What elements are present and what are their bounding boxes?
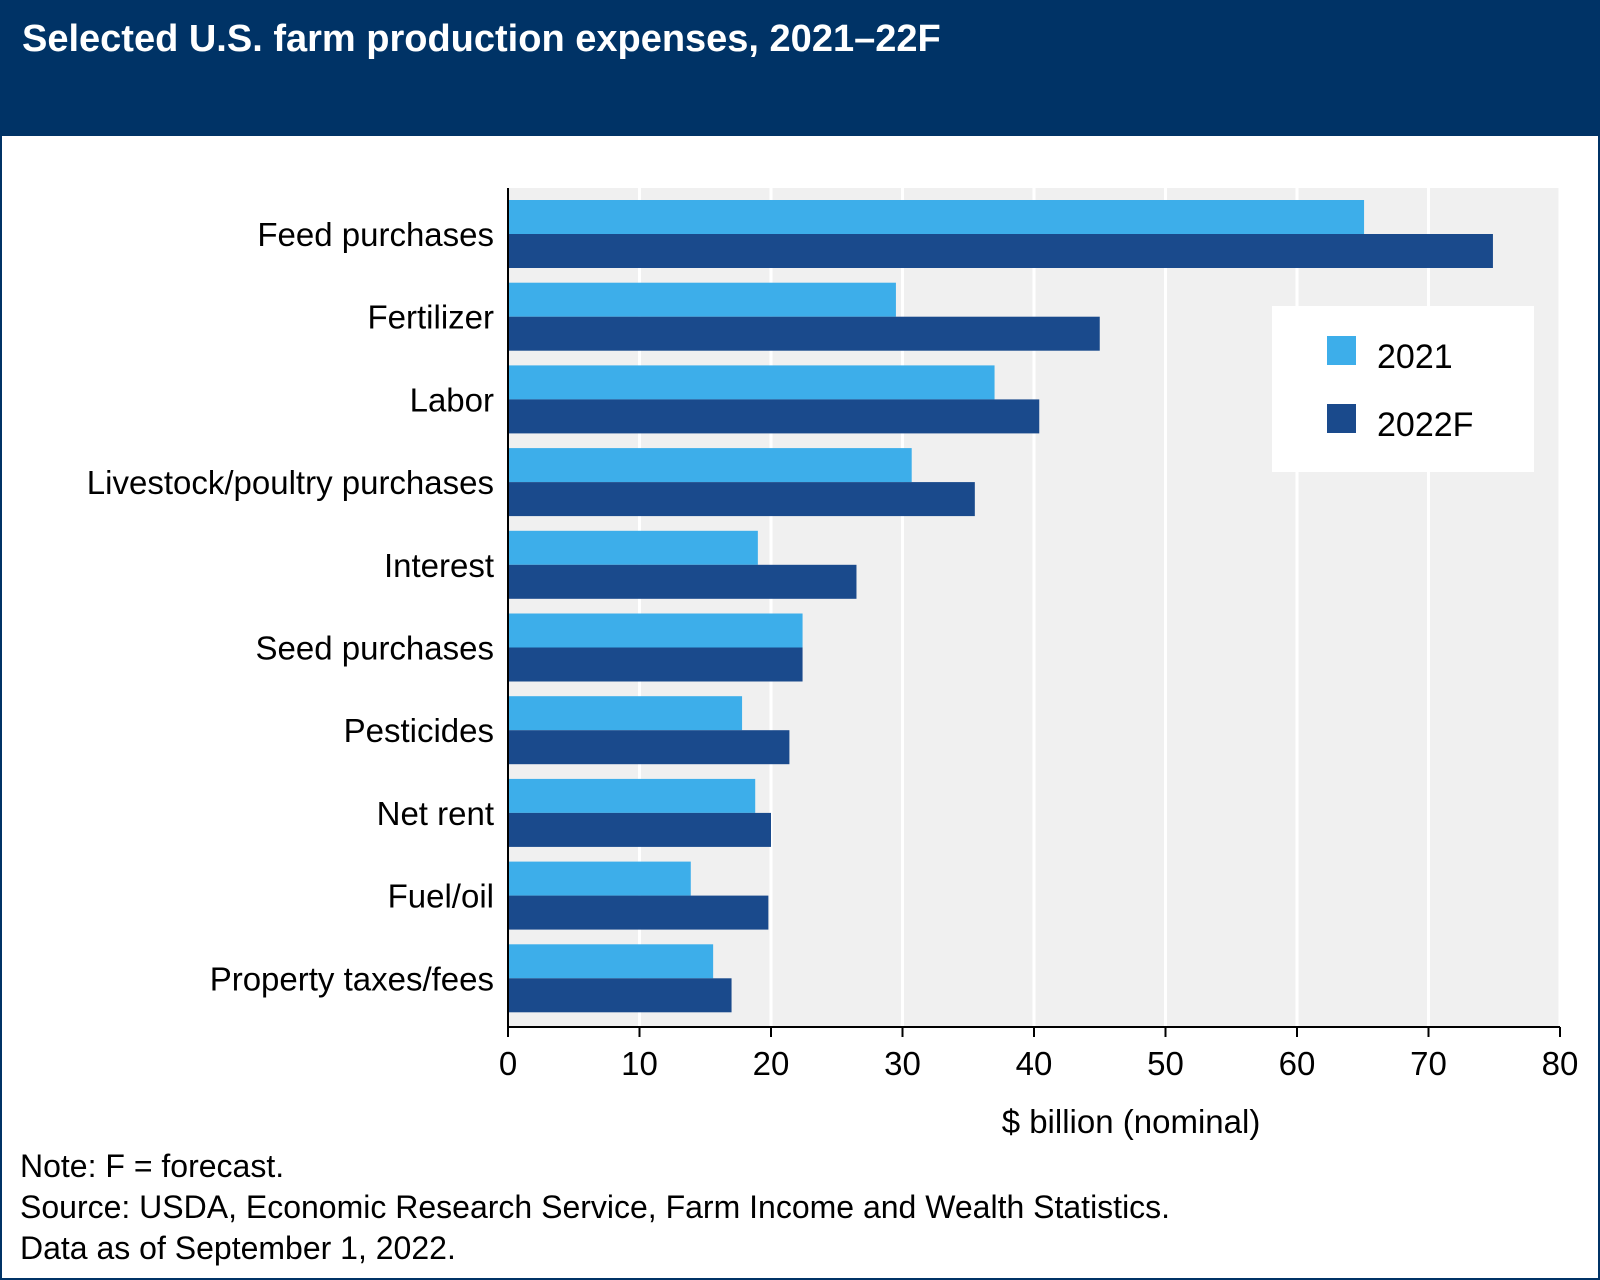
x-tick-label: 20 (753, 1045, 790, 1082)
bar-s1 (508, 448, 912, 483)
bar-s2 (508, 316, 1100, 351)
bar-s2 (508, 895, 769, 930)
bar-s2 (508, 730, 790, 765)
category-label: Fuel/oil (388, 878, 494, 915)
source-text: Source: USDA, Economic Research Service,… (20, 1189, 1171, 1225)
bar-s1 (508, 944, 714, 979)
bar-s1 (508, 778, 756, 813)
bar-s1 (508, 365, 995, 400)
x-axis: 0 10 20 30 40 50 60 70 80 (499, 188, 1579, 1082)
category-label: Feed purchases (257, 216, 494, 253)
bar-s1 (508, 282, 896, 317)
bar-s2 (508, 234, 1493, 268)
category-label: Interest (384, 547, 494, 584)
legend-swatch (1327, 336, 1356, 365)
x-tick-label: 50 (1147, 1045, 1184, 1082)
category-labels: Feed purchases Fertilizer Labor Livestock/p… (87, 216, 494, 997)
legend-box (1272, 306, 1534, 472)
x-axis-label: $ billion (nominal) (1002, 1103, 1261, 1140)
category-label: Labor (410, 381, 494, 418)
bar-s2 (508, 812, 771, 847)
note-text: Note: F = forecast. (20, 1148, 285, 1184)
bar-s1 (508, 613, 803, 648)
x-tick-label: 80 (1542, 1045, 1579, 1082)
bar-s1 (508, 200, 1365, 234)
category-label: Net rent (377, 795, 494, 832)
bar-s2 (508, 978, 732, 1013)
chart-header: Selected U.S. farm production expenses, … (2, 2, 1598, 136)
bar-s1 (508, 861, 691, 896)
x-tick-label: 30 (884, 1045, 921, 1082)
bar-s1 (508, 696, 743, 731)
x-tick-label: 10 (621, 1045, 658, 1082)
bars (508, 200, 1493, 1013)
category-label: Fertilizer (367, 299, 494, 336)
x-tick-label: 60 (1279, 1045, 1316, 1082)
legend-label: 2022F (1377, 406, 1473, 444)
chart-title: Selected U.S. farm production expenses, … (22, 18, 941, 60)
legend-swatch (1327, 404, 1356, 433)
category-label: Property taxes/fees (210, 960, 494, 997)
category-label: Livestock/poultry purchases (87, 464, 494, 501)
bar-s1 (508, 530, 758, 565)
bar-s2 (508, 564, 857, 599)
category-label: Seed purchases (256, 630, 495, 667)
footnotes: Note: F = forecast. Source: USDA, Econom… (20, 1146, 1170, 1269)
bar-s2 (508, 399, 1040, 434)
bar-s2 (508, 647, 803, 682)
x-tick-label: 0 (499, 1045, 517, 1082)
legend: 2021 2022F (1272, 306, 1534, 472)
x-tick-label: 70 (1410, 1045, 1447, 1082)
x-tick-label: 40 (1016, 1045, 1053, 1082)
bar-s2 (508, 482, 975, 517)
data-date-text: Data as of September 1, 2022. (20, 1230, 456, 1266)
category-label: Pesticides (344, 712, 494, 749)
legend-label: 2021 (1377, 338, 1453, 376)
